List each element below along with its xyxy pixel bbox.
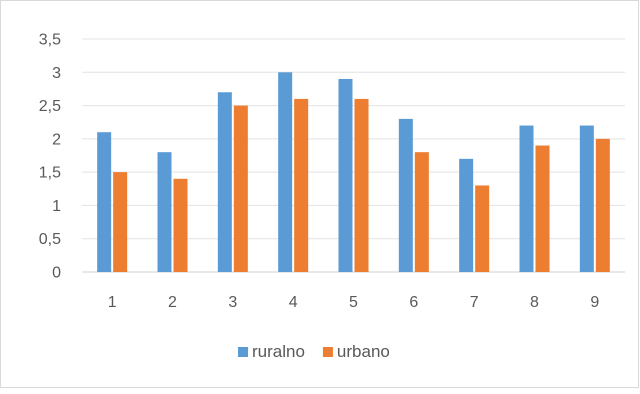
legend: ruralno urbano bbox=[238, 342, 390, 361]
bar-urbano-2 bbox=[173, 178, 188, 272]
bar-urbano-8 bbox=[535, 145, 550, 272]
bar-urbano-4 bbox=[294, 98, 309, 273]
bar-urbano-5 bbox=[354, 98, 369, 273]
x-tick-label: 4 bbox=[289, 294, 298, 311]
bar-urbano-1 bbox=[113, 172, 128, 272]
bar-ruralno-6 bbox=[398, 118, 413, 272]
y-axis-ticks: 0 0,5 1 1,5 2 2,5 3 3,5 bbox=[39, 32, 61, 282]
bar-ruralno-4 bbox=[278, 72, 293, 273]
y-tick-label: 1,5 bbox=[39, 165, 61, 182]
y-tick-label: 1 bbox=[52, 198, 61, 215]
x-tick-label: 9 bbox=[590, 294, 599, 311]
bars bbox=[97, 72, 610, 273]
bar-ruralno-8 bbox=[519, 125, 534, 273]
x-tick-label: 5 bbox=[349, 294, 358, 311]
y-tick-label: 2,5 bbox=[39, 98, 61, 115]
bar-ruralno-9 bbox=[579, 125, 594, 273]
x-tick-label: 3 bbox=[228, 294, 237, 311]
bar-ruralno-1 bbox=[97, 132, 112, 272]
bar-urbano-3 bbox=[233, 105, 248, 272]
bar-ruralno-2 bbox=[157, 152, 172, 272]
x-tick-label: 7 bbox=[470, 294, 479, 311]
gridlines bbox=[82, 38, 625, 273]
y-tick-label: 2 bbox=[52, 131, 61, 148]
y-tick-label: 0 bbox=[52, 265, 61, 282]
bar-urbano-6 bbox=[414, 152, 429, 272]
x-tick-label: 1 bbox=[108, 294, 117, 311]
legend-swatch-ruralno bbox=[238, 347, 248, 357]
y-tick-label: 0,5 bbox=[39, 231, 61, 248]
bar-ruralno-3 bbox=[217, 92, 232, 272]
y-tick-label: 3 bbox=[52, 65, 61, 82]
legend-label-urbano: urbano bbox=[337, 342, 390, 361]
x-axis-ticks: 1 2 3 4 5 6 7 8 9 bbox=[108, 294, 600, 311]
legend-label-ruralno: ruralno bbox=[252, 342, 305, 361]
y-tick-label: 3,5 bbox=[39, 32, 61, 49]
bar-urbano-7 bbox=[475, 185, 490, 272]
x-tick-label: 8 bbox=[530, 294, 539, 311]
bar-ruralno-5 bbox=[338, 78, 353, 272]
legend-swatch-urbano bbox=[322, 347, 333, 357]
x-tick-label: 2 bbox=[168, 294, 177, 311]
x-tick-label: 6 bbox=[409, 294, 418, 311]
bar-urbano-9 bbox=[595, 138, 610, 272]
bar-ruralno-7 bbox=[459, 158, 474, 272]
